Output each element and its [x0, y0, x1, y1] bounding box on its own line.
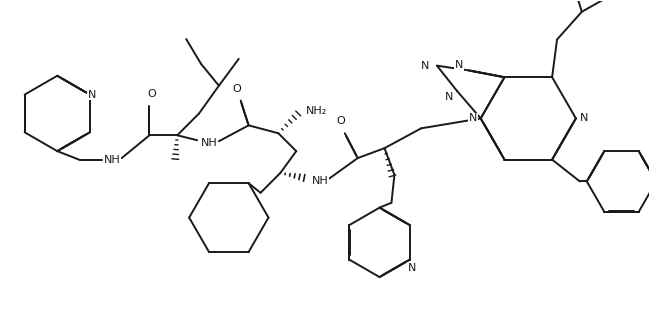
Text: NH: NH [201, 138, 217, 148]
Text: NH: NH [104, 155, 120, 165]
Text: O: O [336, 116, 346, 127]
Text: N: N [445, 92, 453, 102]
Text: N: N [408, 263, 416, 273]
Text: N: N [87, 90, 96, 100]
Text: N: N [580, 114, 588, 124]
Text: O: O [232, 84, 241, 94]
Text: N: N [455, 61, 464, 71]
Text: N: N [421, 61, 429, 71]
Text: O: O [147, 89, 156, 99]
Text: N: N [469, 114, 477, 124]
Text: NH₂: NH₂ [305, 107, 327, 117]
Text: NH: NH [312, 176, 329, 186]
